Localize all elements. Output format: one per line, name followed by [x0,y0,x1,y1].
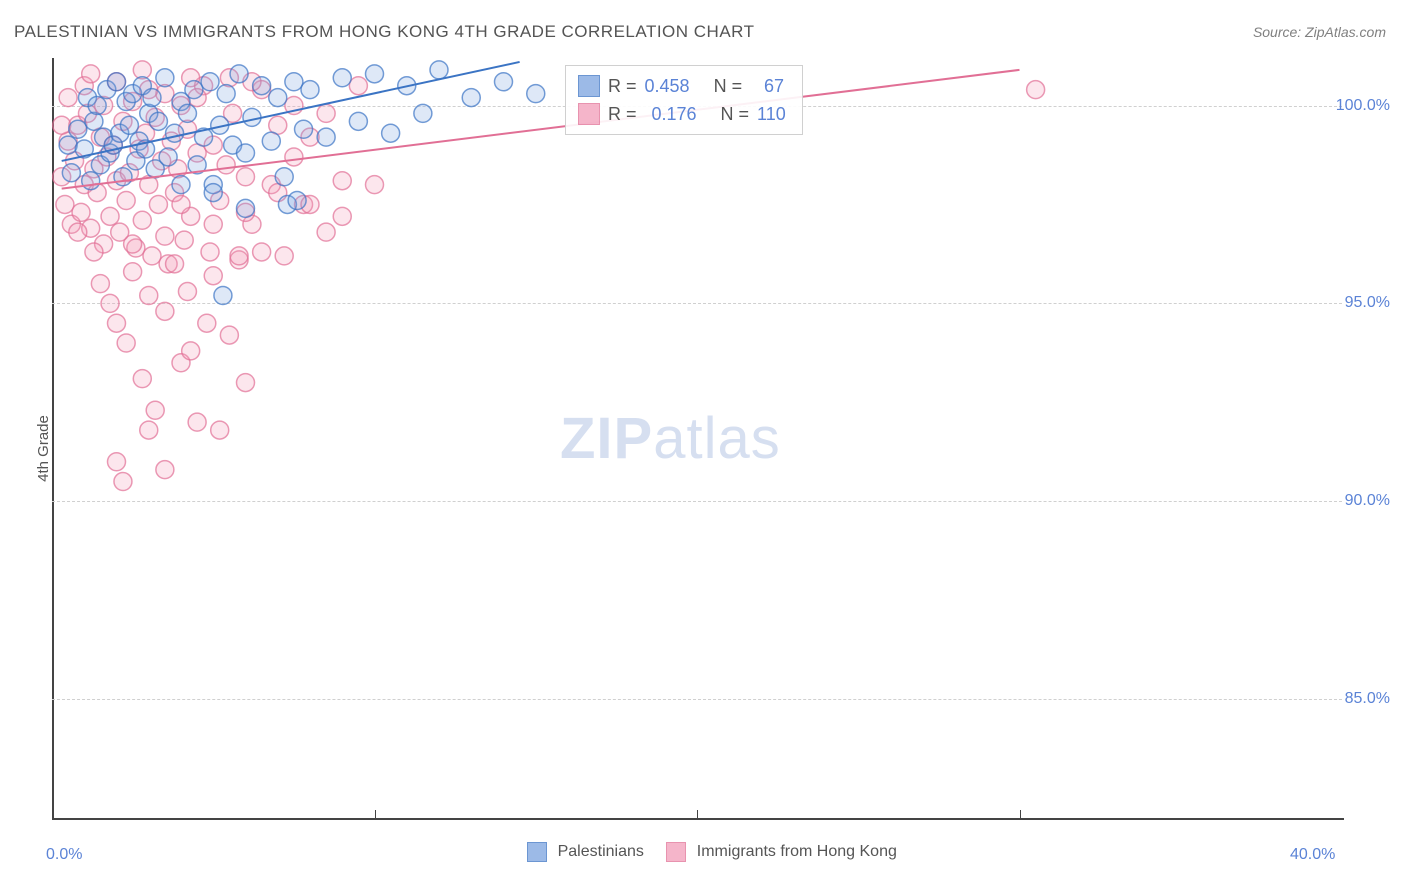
n-value-series1: 67 [750,72,784,100]
r-label: R = [608,100,637,128]
bottom-swatch-series1 [527,842,547,862]
bottom-label-series2: Immigrants from Hong Kong [697,843,897,860]
bottom-swatch-series2 [666,842,686,862]
r-label: R = [608,72,637,100]
legend-swatch-series2 [578,103,600,125]
r-value-series2: 0.176 [645,100,697,128]
stats-row-series1: R = 0.458 N = 67 [578,72,786,100]
stats-row-series2: R = 0.176 N = 110 [578,100,786,128]
n-label: N = [714,72,743,100]
y-tick-label: 90.0% [1345,492,1390,510]
y-axis-label: 4th Grade [35,415,52,482]
chart-title: PALESTINIAN VS IMMIGRANTS FROM HONG KONG… [14,22,755,42]
bottom-legend: Palestinians Immigrants from Hong Kong [0,842,1406,862]
y-tick-label: 95.0% [1345,294,1390,312]
bottom-label-series1: Palestinians [558,843,644,860]
stats-legend-box: R = 0.458 N = 67 R = 0.176 N = 110 [565,65,803,135]
legend-swatch-series1 [578,75,600,97]
n-value-series2: 110 [757,100,786,128]
y-tick-label: 85.0% [1345,690,1390,708]
r-value-series1: 0.458 [645,72,690,100]
n-label: N = [721,100,750,128]
scatter-chart [52,58,1342,818]
x-tick-label: 0.0% [46,846,82,864]
y-tick-label: 100.0% [1336,97,1390,115]
x-tick-label: 40.0% [1290,846,1335,864]
source-attribution: Source: ZipAtlas.com [1253,24,1386,40]
